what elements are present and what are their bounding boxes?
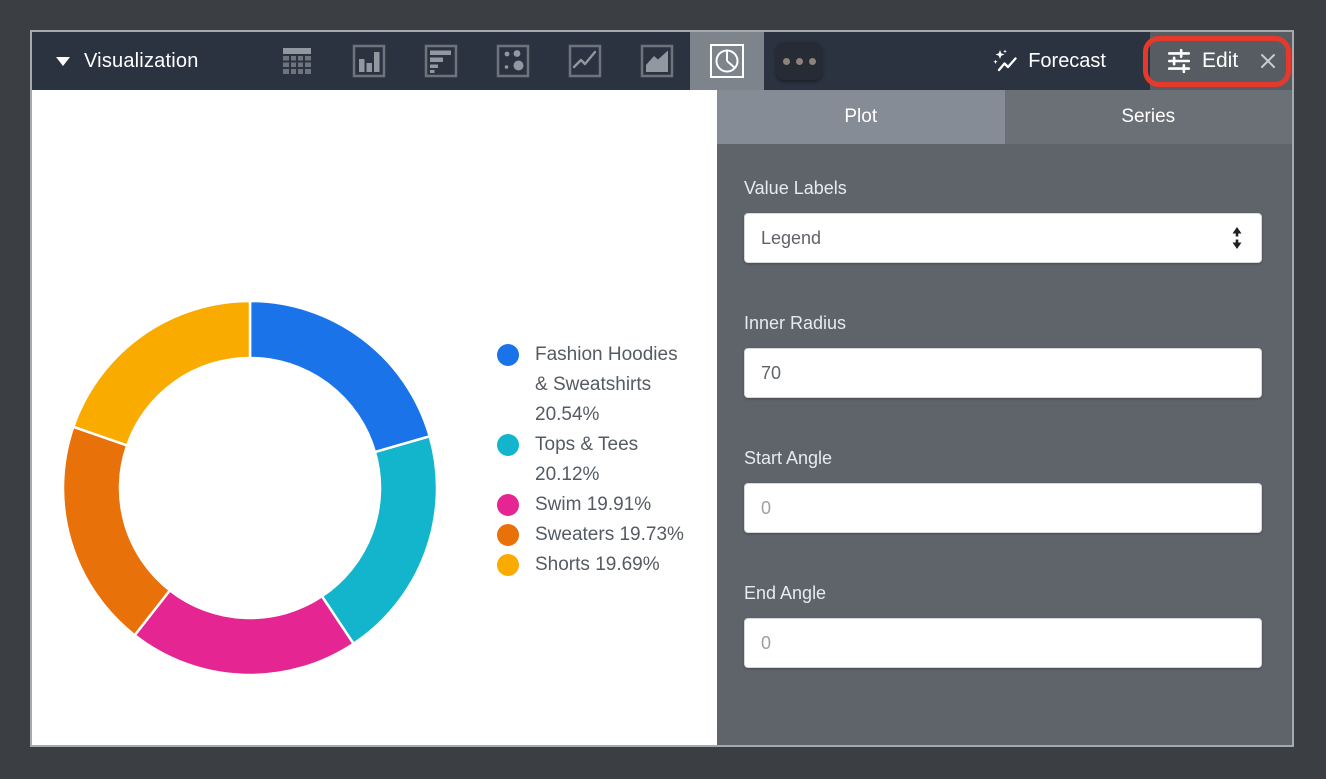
legend-dot-icon (497, 554, 519, 576)
edit-label: Edit (1202, 49, 1239, 72)
legend-label: Shorts 19.69% (535, 554, 660, 575)
tune-icon (1167, 48, 1191, 74)
end-angle-input[interactable] (761, 632, 1245, 654)
legend-label: Fashion Hoodies & Sweatshirts 20.54% (535, 344, 678, 425)
inner-radius-control[interactable] (744, 348, 1262, 398)
donut-chart-canvas[interactable]: Fashion Hoodies & Sweatshirts 20.54% Tops… (32, 90, 717, 745)
chart-type-toolbar (280, 32, 674, 90)
horizontal-bar-chart-icon[interactable] (424, 44, 458, 78)
visualization-window: Visualization (30, 30, 1294, 747)
panel-tabs: Plot Series (717, 90, 1292, 144)
visualization-title-group[interactable]: Visualization (32, 32, 280, 90)
forecast-button[interactable]: Forecast (992, 32, 1106, 90)
pie-chart-type-selected[interactable] (690, 32, 764, 90)
legend-item[interactable]: Fashion Hoodies & Sweatshirts 20.54% (497, 340, 697, 430)
legend-dot-icon (497, 344, 519, 366)
edit-button[interactable]: Edit (1150, 32, 1292, 90)
pie-chart-icon (710, 44, 744, 78)
panel-body: Value Labels Legend Inner Radius (717, 144, 1292, 718)
visualization-header: Visualization (32, 32, 1292, 90)
legend-dot-icon (497, 434, 519, 456)
donut-slice-1[interactable] (320, 434, 439, 646)
end-angle-label: End Angle (744, 583, 827, 603)
line-chart-icon[interactable] (568, 44, 602, 78)
legend-label: Sweaters 19.73% (535, 524, 684, 545)
close-icon[interactable] (1258, 51, 1278, 71)
legend-item[interactable]: Sweaters 19.73% (497, 520, 697, 550)
value-labels-label: Value Labels (744, 178, 847, 198)
header-spacer (822, 32, 992, 90)
start-angle-control[interactable] (744, 483, 1262, 533)
panel-title: Visualization (84, 49, 199, 72)
bar-chart-icon[interactable] (352, 44, 386, 78)
tab-series[interactable]: Series (1004, 90, 1292, 144)
start-angle-input[interactable] (761, 497, 1245, 519)
chart-legend: Fashion Hoodies & Sweatshirts 20.54% Tops… (497, 340, 697, 580)
collapse-caret-icon[interactable] (56, 56, 70, 66)
content-row: Fashion Hoodies & Sweatshirts 20.54% Tops… (32, 90, 1292, 745)
donut-slice-2[interactable] (132, 588, 356, 677)
start-angle-label: Start Angle (744, 448, 833, 468)
donut-chart[interactable] (32, 90, 717, 745)
scatter-plot-icon[interactable] (496, 44, 530, 78)
up-down-arrows-icon (1232, 227, 1242, 249)
inner-radius-input[interactable] (761, 362, 1245, 384)
donut-slice-3[interactable] (61, 425, 172, 637)
legend-label: Swim 19.91% (535, 494, 652, 515)
more-dot (808, 57, 816, 65)
more-options-button[interactable] (776, 42, 822, 80)
area-chart-icon[interactable] (640, 44, 674, 78)
forecast-sparkle-icon (993, 49, 1017, 72)
legend-label: Tops & Tees 20.12% (535, 434, 639, 485)
legend-dot-icon (497, 494, 519, 516)
legend-item[interactable]: Swim 19.91% (497, 490, 697, 520)
donut-slice-0[interactable] (248, 299, 432, 454)
value-labels-selected-value: Legend (761, 227, 822, 248)
forecast-label: Forecast (1028, 49, 1106, 72)
legend-dot-icon (497, 524, 519, 546)
end-angle-control[interactable] (744, 618, 1262, 668)
table-chart-icon[interactable] (280, 44, 314, 78)
value-labels-select[interactable]: Legend (744, 213, 1262, 263)
legend-item[interactable]: Shorts 19.69% (497, 550, 697, 580)
more-dot (782, 57, 790, 65)
tab-plot[interactable]: Plot (717, 90, 1005, 144)
inner-radius-label: Inner Radius (744, 313, 847, 333)
donut-slice-4[interactable] (71, 299, 252, 448)
plot-settings-panel: Plot Series Value Labels Legend (717, 90, 1292, 745)
legend-item[interactable]: Tops & Tees 20.12% (497, 430, 697, 490)
more-dot (795, 57, 803, 65)
